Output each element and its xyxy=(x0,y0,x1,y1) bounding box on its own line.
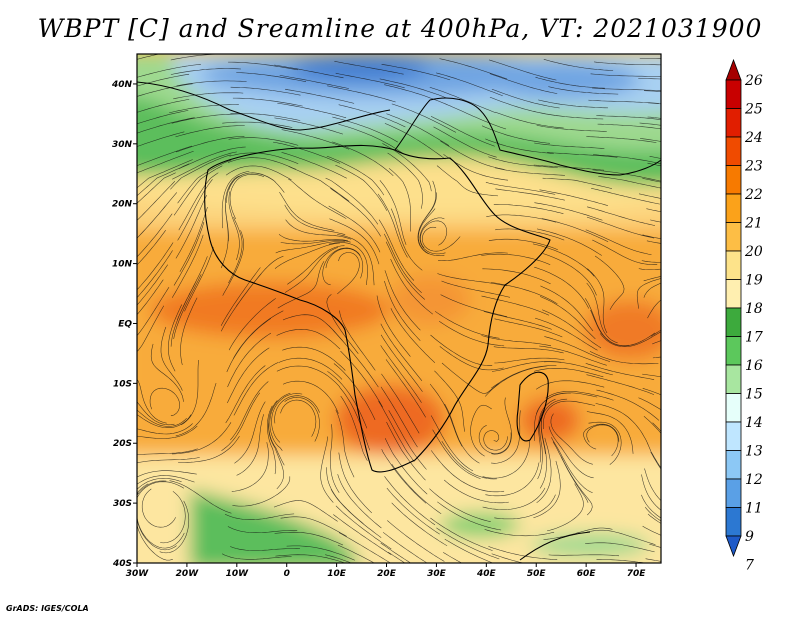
colorbar-label: 12 xyxy=(745,472,763,488)
colorbar-label: 24 xyxy=(744,130,763,146)
colorbar-label: 19 xyxy=(745,273,763,289)
grads-credit: GrADS: IGES/COLA xyxy=(6,604,89,613)
colorbar-label: 14 xyxy=(745,415,763,431)
colorbar: 26 25 24 23 22 21 20 19 18 17 16 15 14 13 12 11 9 7 xyxy=(725,58,763,574)
colorbar-segment xyxy=(725,222,742,252)
colorbar-label: 23 xyxy=(744,159,763,175)
coastlines xyxy=(137,81,661,561)
colorbar-label: 9 xyxy=(745,529,754,545)
colorbar-segment xyxy=(725,421,742,451)
colorbar-label: 25 xyxy=(744,102,763,118)
plot-frame xyxy=(136,53,662,564)
latitude-axis: 40N 30N 20N 10N EQ 10S 20S 30S 40S xyxy=(111,80,137,569)
y-tick-label: 20N xyxy=(112,200,133,210)
colorbar-label: 17 xyxy=(745,330,763,346)
x-tick-label: 50E xyxy=(527,569,547,579)
colorbar-segment xyxy=(725,307,742,337)
y-tick-label: EQ xyxy=(118,319,132,329)
x-tick-label: 30W xyxy=(126,569,150,579)
colorbar-label: 22 xyxy=(744,187,763,203)
y-tick-label: 40S xyxy=(112,559,132,569)
colorbar-segment xyxy=(725,279,742,309)
colorbar-segment xyxy=(725,478,742,508)
x-tick-label: 30E xyxy=(427,569,447,579)
colorbar-label: 16 xyxy=(745,358,763,374)
x-tick-label: 10W xyxy=(226,569,250,579)
x-tick-label: 20E xyxy=(377,569,397,579)
colorbar-segment xyxy=(725,393,742,423)
x-tick-label: 40E xyxy=(476,569,497,579)
colorbar-segment xyxy=(725,507,742,537)
colorbar-label: 13 xyxy=(745,444,763,460)
colorbar-segment xyxy=(725,136,742,166)
x-tick-label: 60E xyxy=(577,569,597,579)
y-tick-label: 40N xyxy=(111,80,133,90)
colorbar-segment xyxy=(725,79,742,109)
streamlines-layer xyxy=(137,54,661,563)
y-tick-label: 30N xyxy=(112,140,133,150)
colorbar-bottom-arrow xyxy=(725,535,742,558)
colorbar-label: 18 xyxy=(745,301,763,317)
colorbar-segment xyxy=(725,450,742,480)
colorbar-segment xyxy=(725,364,742,394)
longitude-axis: 30W 20W 10W 0 10E 20E 30E 40E 50E 60E 70E xyxy=(126,563,646,579)
colorbar-segment xyxy=(725,165,742,195)
colorbar-label: 21 xyxy=(744,216,763,232)
colorbar-segment xyxy=(725,336,742,366)
x-tick-label: 0 xyxy=(284,569,290,579)
colorbar-label: 11 xyxy=(745,501,763,517)
x-tick-label: 20W xyxy=(176,569,200,579)
colorbar-top-arrow xyxy=(725,58,742,81)
colorbar-segment xyxy=(725,108,742,138)
y-tick-label: 30S xyxy=(113,499,132,509)
x-tick-label: 10E xyxy=(327,569,347,579)
colorbar-label: 26 xyxy=(744,73,763,89)
x-tick-label: 70E xyxy=(627,569,647,579)
y-tick-label: 20S xyxy=(113,439,132,449)
map-title: WBPT [C] and Sreamline at 400hPa, VT: 20… xyxy=(37,14,763,43)
y-tick-label: 10N xyxy=(112,260,133,270)
colorbar-segment xyxy=(725,250,742,280)
colorbar-label: 15 xyxy=(745,387,763,403)
colorbar-segment xyxy=(725,193,742,223)
streamline-paths xyxy=(137,54,661,563)
colorbar-label: 20 xyxy=(744,244,763,260)
colorbar-label: 7 xyxy=(745,558,754,574)
y-tick-label: 10S xyxy=(113,379,132,389)
temperature-field xyxy=(137,54,661,563)
